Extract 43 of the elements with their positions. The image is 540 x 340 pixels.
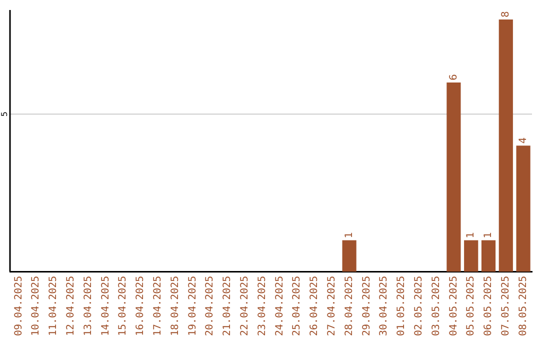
x-tick-label: 16.04.2025 xyxy=(135,276,146,336)
ref-line-label: 5 xyxy=(0,112,10,117)
bar xyxy=(342,240,356,272)
x-tick-label: 18.04.2025 xyxy=(170,276,181,336)
bar xyxy=(481,240,496,272)
x-tick-label: 28.04.2025 xyxy=(344,276,355,336)
x-tick-label: 26.04.2025 xyxy=(309,276,320,336)
x-tick-label: 14.04.2025 xyxy=(100,276,112,336)
data-label: 4 xyxy=(518,137,529,144)
data-label: 1 xyxy=(344,232,355,238)
x-tick-label: 23.04.2025 xyxy=(256,276,268,336)
x-tick-label: 29.04.2025 xyxy=(361,276,372,336)
bar xyxy=(464,240,478,272)
x-tick-label: 03.05.2025 xyxy=(430,276,442,336)
x-tick-label: 05.05.2025 xyxy=(466,276,477,336)
bar xyxy=(516,146,530,272)
x-tick-label: 24.04.2025 xyxy=(274,276,286,336)
x-tick-label: 30.04.2025 xyxy=(378,276,390,336)
x-tick-label: 22.04.2025 xyxy=(239,276,250,336)
x-tick-label: 17.04.2025 xyxy=(152,276,164,336)
x-tick-label: 25.04.2025 xyxy=(292,276,303,336)
data-label: 8 xyxy=(500,11,512,18)
x-tick-label: 13.04.2025 xyxy=(82,276,94,336)
x-tick-label: 08.05.2025 xyxy=(518,276,529,336)
x-tick-label: 10.04.2025 xyxy=(30,276,42,336)
x-tick-label: 19.04.2025 xyxy=(187,276,198,336)
x-tick-label: 15.04.2025 xyxy=(118,276,129,336)
x-tick-label: 21.04.2025 xyxy=(222,276,234,336)
x-tick-label: 20.04.2025 xyxy=(204,276,216,336)
x-tick-label: 04.05.2025 xyxy=(448,276,460,336)
bar xyxy=(498,19,513,272)
x-tick-label: 06.05.2025 xyxy=(483,276,494,336)
x-tick-label: 27.04.2025 xyxy=(326,276,338,336)
x-tick-label: 12.04.2025 xyxy=(65,276,76,336)
bar xyxy=(446,82,461,272)
x-tick-label: 07.05.2025 xyxy=(500,276,512,336)
x-tick-label: 01.05.2025 xyxy=(396,276,408,336)
x-tick-label: 11.04.2025 xyxy=(48,276,60,336)
x-tick-label: 02.05.2025 xyxy=(413,276,424,336)
x-tick-label: 09.04.2025 xyxy=(13,276,24,336)
data-label: 6 xyxy=(448,74,460,81)
data-label: 1 xyxy=(466,232,477,238)
data-label: 1 xyxy=(483,232,494,238)
